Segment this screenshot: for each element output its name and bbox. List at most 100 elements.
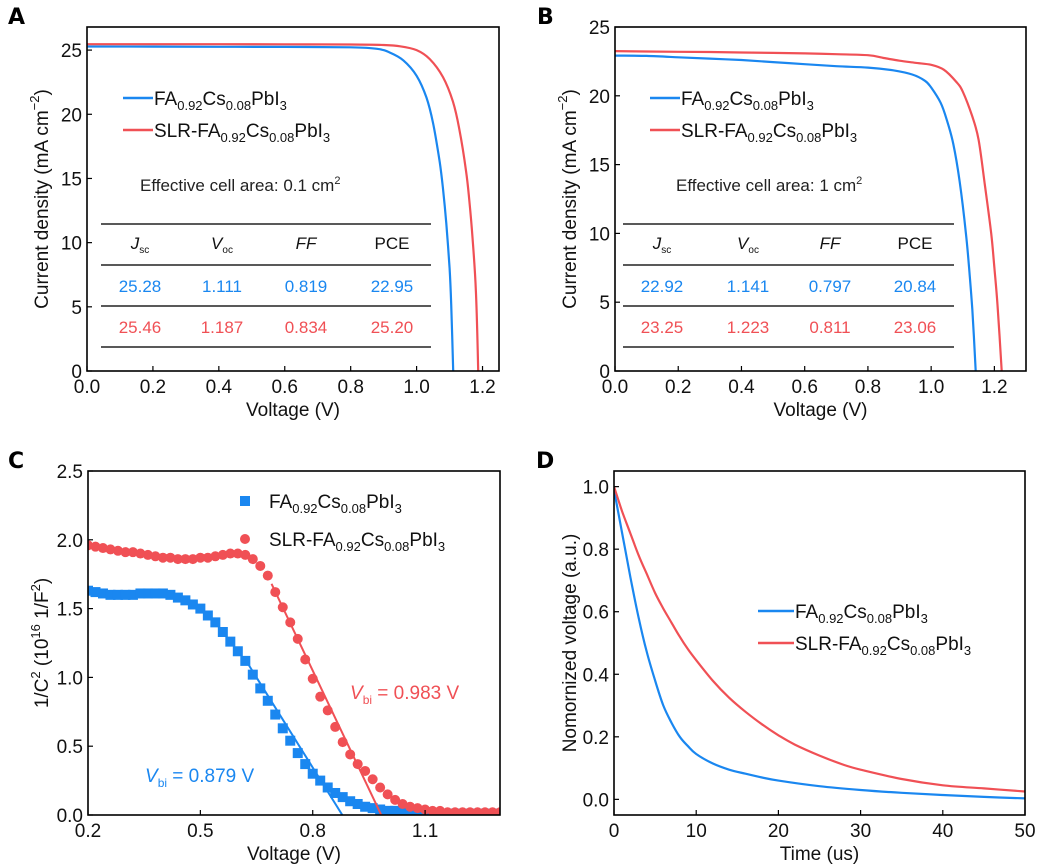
table-cell: 0.819 (285, 277, 328, 296)
ann-sub: bi (363, 693, 372, 707)
data-point-square (382, 805, 393, 815)
legend-subscript: 3 (323, 130, 330, 145)
y-tick-label: 25 (61, 41, 82, 62)
data-point-square (367, 803, 378, 814)
data-point-square (307, 768, 318, 779)
x-tick-label: 1.0 (918, 377, 944, 398)
note-text: Effective cell area: 0.1 cm (140, 176, 334, 195)
legend-subscript: 0.92 (748, 130, 773, 145)
legend-text-part: FA (154, 89, 178, 110)
data-point-circle (480, 807, 491, 815)
series-fa-line (87, 45, 455, 371)
data-point-square (210, 617, 221, 628)
series-fa-line (615, 54, 977, 371)
data-point-circle (217, 549, 228, 560)
y-tick-label: 10 (61, 234, 82, 255)
y-tick-label: 2.0 (57, 531, 83, 552)
y-axis-label: 1/C2 (1016 1/F2) (28, 578, 53, 708)
data-point-circle (262, 570, 273, 581)
data-point-square (397, 807, 408, 815)
panel-letter: D (536, 449, 554, 474)
x-tick-label: 0.8 (337, 377, 363, 398)
data-point-square (247, 669, 258, 680)
data-point-circle (390, 794, 401, 805)
data-point-square (270, 709, 281, 720)
panel-a: A 0.0 0.2 0.4 0.6 0.8 1.0 1.2 0 5 10 15 20 25 Voltage … (8, 5, 500, 421)
data-point-circle (420, 804, 431, 815)
data-point-circle (210, 551, 221, 562)
note-text: Effective cell area: 1 cm (676, 176, 856, 195)
axes-frame (614, 26, 1027, 372)
table-cell: 0.834 (285, 318, 328, 337)
y-axis-label: Current density (mA cm−2) (555, 89, 581, 309)
data-point-circle (112, 545, 123, 556)
series-fa-line (614, 489, 1025, 800)
x-axis-label: Time (us) (780, 844, 860, 865)
plot-area (615, 50, 1003, 371)
vbi-annotation: Vbi = 0.879 V (145, 766, 255, 790)
plot-area (614, 486, 1025, 800)
legend-label: FA0.92Cs0.08PbI3 (795, 602, 928, 626)
table-cell: 25.46 (119, 318, 162, 337)
table-header: PCE (898, 234, 933, 253)
x-tick-label: 0.2 (665, 377, 691, 398)
table-cell: 20.84 (894, 277, 937, 296)
y-label-part: 1/F (32, 591, 53, 624)
data-point-circle (97, 543, 108, 554)
data-point-circle (255, 560, 266, 571)
table-cell: 25.20 (371, 318, 414, 337)
header-main: PCE (375, 234, 410, 253)
y-tick-label: 20 (61, 105, 82, 126)
y-tick-label: 1.0 (57, 668, 83, 689)
legend-subscript: 0.92 (818, 611, 843, 626)
y-tick-label: 10 (589, 224, 610, 245)
data-point-square (337, 792, 348, 803)
data-point-square (390, 805, 401, 815)
data-point-square (157, 588, 168, 599)
data-point-square (135, 588, 146, 599)
legend-text-part: FA (681, 89, 705, 110)
table-header: Voc (737, 234, 759, 256)
table-cell: 1.187 (201, 318, 244, 337)
y-label-part: ) (560, 89, 581, 95)
ann-rest: = 0.983 V (372, 683, 459, 704)
axes-frame (86, 26, 500, 372)
data-point-circle (382, 789, 393, 800)
data-point-square (225, 636, 236, 647)
data-point-circle (375, 782, 386, 793)
table-header: PCE (375, 234, 410, 253)
data-point-square (187, 599, 198, 610)
data-point-square (195, 603, 206, 614)
x-axis-label: Voltage (V) (247, 844, 341, 865)
x-tick-label: 0.6 (272, 377, 298, 398)
table-cell: 1.111 (202, 277, 242, 296)
fit-line (270, 583, 383, 815)
panel-letter: B (537, 5, 554, 30)
ann-rest: = 0.879 V (167, 766, 254, 787)
legend-text-part: Cs (246, 121, 269, 142)
legend-text-part: PbI (821, 121, 850, 142)
plot-area (87, 43, 480, 371)
ann-main: V (145, 766, 160, 787)
y-tick-label: 20 (589, 87, 610, 108)
data-point-circle (405, 801, 416, 812)
panel-c: C 0.2 0.5 0.8 1.1 0.0 0.5 1.0 1.5 2.0 2.5 Voltage (… (8, 449, 501, 865)
data-point-square (202, 610, 213, 621)
data-point-circle (495, 807, 500, 815)
y-label-part: 1/C (32, 679, 53, 709)
table-header: FF (296, 234, 318, 253)
data-point-circle (142, 549, 153, 560)
data-point-circle (487, 807, 498, 815)
plot-area (88, 540, 500, 815)
data-point-circle (202, 552, 213, 563)
x-tick-label: 0 (609, 821, 620, 842)
header-sub: oc (748, 245, 759, 256)
y-label-part: Current density (mA cm (32, 110, 53, 309)
legend-subscript: 3 (964, 643, 971, 658)
y-label-sup: −2 (27, 96, 42, 111)
legend-text-part: Cs (318, 492, 341, 513)
table-cell: 25.28 (119, 277, 162, 296)
legend-text-part: Cs (203, 89, 226, 110)
parameters-table: Jsc Voc FF PCE 22.92 1.141 0.797 20.84 23.25 1.22… (623, 223, 954, 348)
